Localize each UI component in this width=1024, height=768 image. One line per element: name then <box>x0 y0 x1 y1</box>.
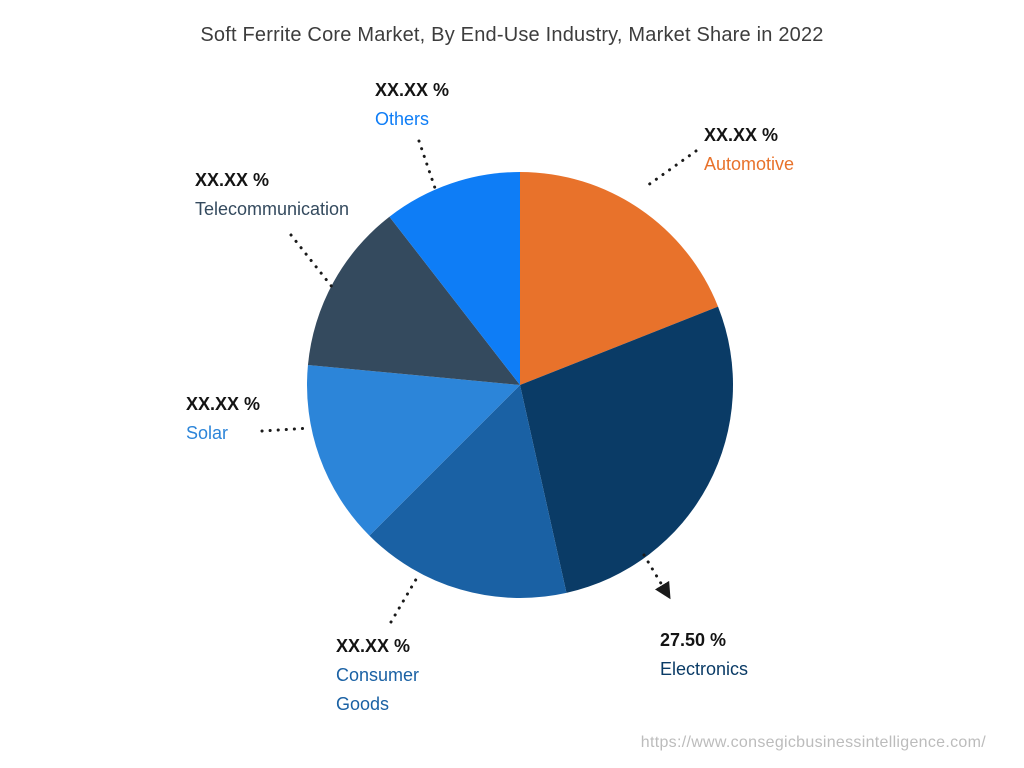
chart-title: Soft Ferrite Core Market, By End-Use Ind… <box>200 24 824 46</box>
pie-slice-others[interactable] <box>389 172 520 385</box>
pie-slice-solar[interactable] <box>307 364 520 536</box>
pie-slices <box>307 172 733 598</box>
leader-line-others <box>417 139 438 193</box>
pie-slice-consumer-goods[interactable] <box>369 385 567 598</box>
pie-slice-electronics[interactable] <box>520 306 733 593</box>
callout-telecommunication-label: Telecommunication <box>195 199 350 219</box>
callout-solar-label: Solar <box>186 423 229 443</box>
pie-slice-telecommunication[interactable] <box>307 216 520 385</box>
callout-solar-value: XX.XX % <box>186 394 261 414</box>
callout-electronics-value: 27.50 % <box>660 630 727 650</box>
callout-others: XX.XX % Others <box>375 76 449 134</box>
callout-solar: XX.XX % Solar <box>186 390 260 448</box>
source-url[interactable]: https://www.consegicbusinessintelligence… <box>640 734 986 751</box>
callout-electronics-label: Electronics <box>660 659 749 679</box>
callout-electronics: 27.50 % Electronics <box>660 626 748 684</box>
pie-slice-automotive[interactable] <box>520 172 719 385</box>
callout-consumer-goods-value: XX.XX % <box>336 636 411 656</box>
callout-automotive-label: Automotive <box>704 154 795 174</box>
callout-automotive: XX.XX % Automotive <box>704 121 794 179</box>
callout-consumer-goods-label: Consumer Goods <box>336 665 420 714</box>
callout-telecommunication-value: XX.XX % <box>195 170 270 190</box>
leader-line-solar <box>260 426 312 433</box>
callout-others-label: Others <box>375 109 430 129</box>
callout-telecommunication: XX.XX % Telecommunication <box>195 166 349 224</box>
callout-others-value: XX.XX % <box>375 80 450 100</box>
leader-line-electronics <box>642 553 671 600</box>
leader-line-automotive <box>642 149 698 190</box>
callout-automotive-value: XX.XX % <box>704 125 779 145</box>
leader-line-consumer-goods <box>389 574 420 624</box>
leader-line-telecommunication <box>289 233 338 294</box>
callout-consumer-goods: XX.XX % Consumer Goods <box>336 632 454 719</box>
